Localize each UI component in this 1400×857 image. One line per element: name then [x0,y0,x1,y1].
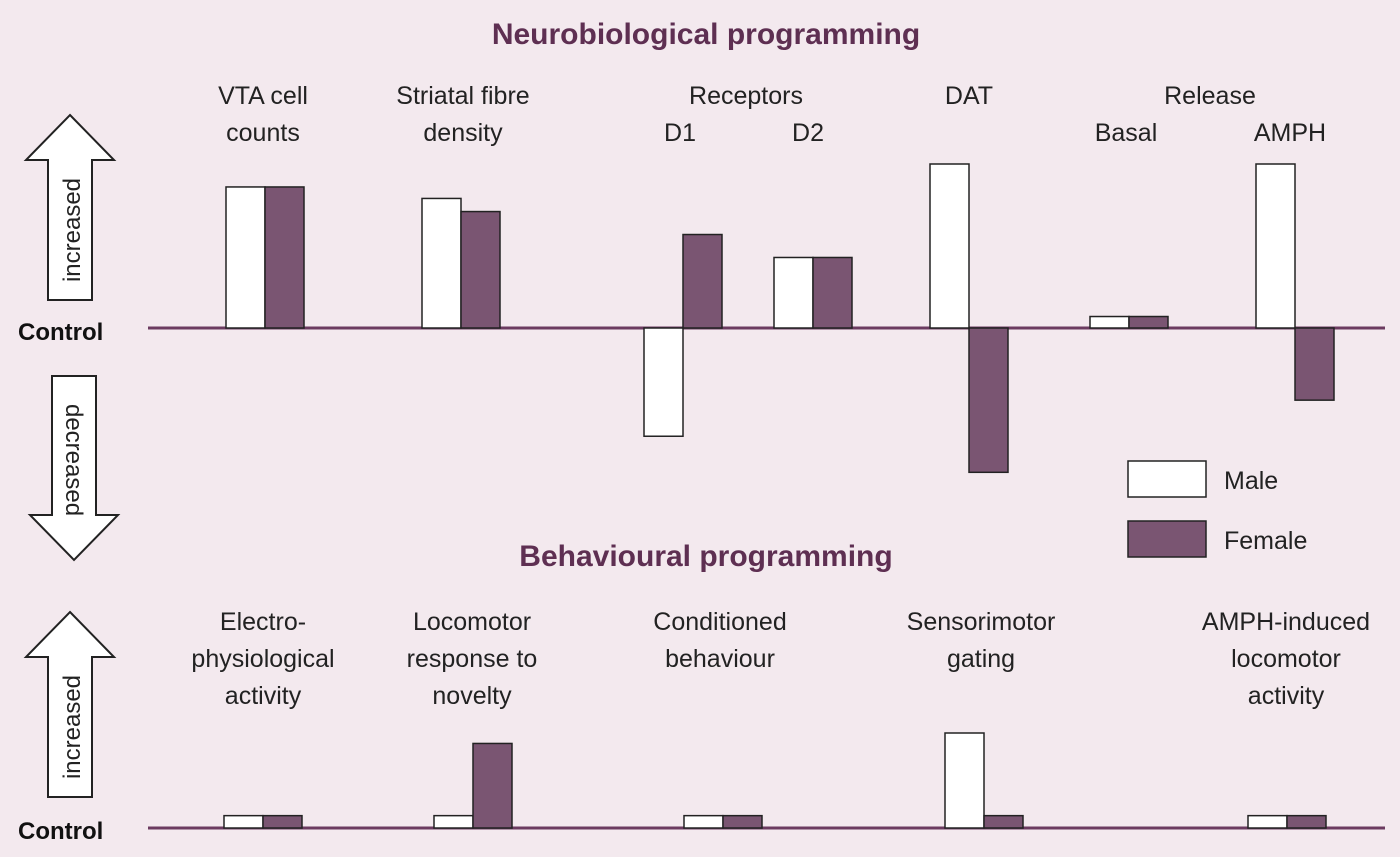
category-label-1-2-1: behaviour [665,645,775,673]
category-label-0-4-0: Release [1164,82,1256,110]
category-label-1-1-1: response to [407,645,538,673]
category-label-1-4-1: locomotor [1231,645,1341,673]
category-label-1-4-2: activity [1248,682,1325,710]
neuro-title: Neurobiological programming [492,18,920,51]
bar-d1-male [643,327,684,437]
category-label-0-0-0: VTA cell [218,82,308,110]
bar-d1-female [682,233,723,329]
category-label-1-2-0: Conditioned [653,608,786,636]
category-label-0-0-1: counts [226,119,300,147]
neuro-control-label: Control [18,319,103,346]
bar-vta-cell-counts-male [225,186,266,329]
bar-locomotor-response-to-novelty-male [433,814,474,829]
category-label-1-1-2: novelty [432,682,512,710]
bar-striatal-fibre-density-male [421,197,462,329]
sub-label-d2: D2 [792,119,824,147]
bar-conditioned-behaviour-female [722,814,763,829]
bar-amph-male [1255,163,1296,329]
legend-female-label: Female [1224,527,1307,555]
bar-basal-female [1128,315,1169,329]
sub-label-amph: AMPH [1254,119,1326,147]
increased-arrow-bottom: increased [23,610,117,798]
bar-basal-male [1089,315,1130,329]
category-label-1-0-1: physiological [191,645,334,673]
category-label-0-2-0: Receptors [689,82,803,110]
sub-label-d1: D1 [664,119,696,147]
bar-amph-induced-locomotor-activity-male [1247,814,1288,829]
category-label-0-3-0: DAT [945,82,993,110]
decreased-arrow: decreased [27,375,121,562]
labels-layer: VTA cell counts Striatal fibre density Recep… [191,82,1370,710]
increased-label-bottom: increased [59,675,86,779]
bar-amph-induced-locomotor-activity-female [1286,814,1327,829]
category-label-0-1-0: Striatal fibre [396,82,529,110]
bar-dat-female [968,327,1009,474]
decreased-label: decreased [60,404,87,516]
increased-arrow-top: increased [23,113,117,301]
sub-label-basal: Basal [1095,119,1158,147]
behav-title: Behavioural programming [519,540,892,573]
bar-sensorimotor-gating-male [944,732,985,829]
category-label-1-1-0: Locomotor [413,608,531,636]
bar-sensorimotor-gating-female [983,814,1024,829]
bar-conditioned-behaviour-male [683,814,724,829]
bar-dat-male [929,163,970,329]
bar-striatal-fibre-density-female [460,210,501,329]
bar-d2-male [773,256,814,329]
bars-layer [223,163,1335,829]
legend-female-swatch [1127,520,1207,558]
bar-electro-physiological-activity-female [262,814,303,829]
category-label-1-3-1: gating [947,645,1015,673]
legend-male-label: Male [1224,467,1278,495]
bar-vta-cell-counts-female [264,186,305,329]
bar-electro-physiological-activity-male [223,814,264,829]
bar-d2-female [812,256,853,329]
legend: Male Female [1127,460,1307,558]
behav-control-label: Control [18,818,103,845]
bar-amph-female [1294,327,1335,401]
category-label-1-0-2: activity [225,682,302,710]
category-label-1-3-0: Sensorimotor [907,608,1056,636]
bar-locomotor-response-to-novelty-female [472,742,513,829]
category-label-1-0-0: Electro- [220,608,306,636]
legend-male-swatch [1127,460,1207,498]
category-label-1-4-0: AMPH-induced [1202,608,1370,636]
increased-label-top: increased [59,178,86,282]
category-label-0-1-1: density [423,119,503,147]
